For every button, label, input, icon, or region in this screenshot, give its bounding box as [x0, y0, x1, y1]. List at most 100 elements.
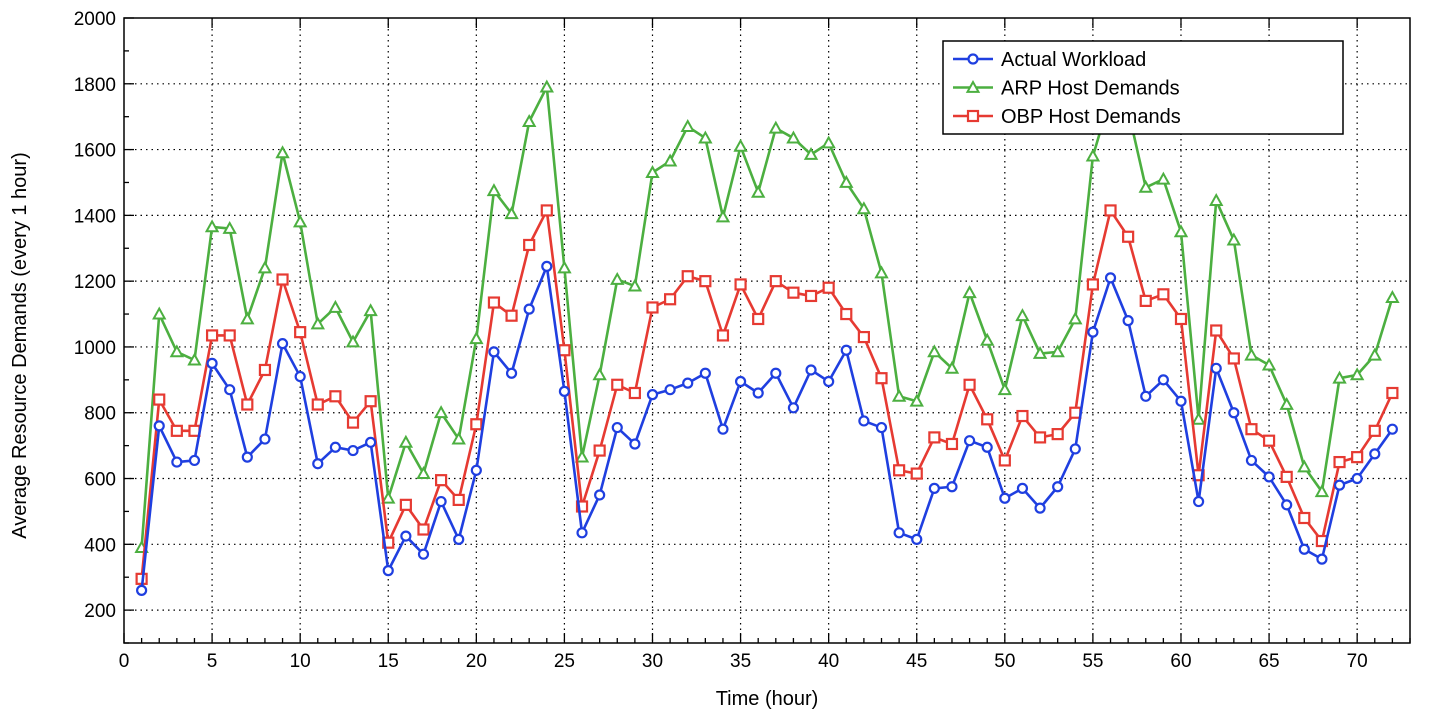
data-point-actual-workload — [259, 433, 271, 445]
data-point-actual-workload — [928, 482, 940, 494]
data-point-obp-host-demands — [346, 416, 360, 429]
data-point-obp-host-demands — [1122, 230, 1135, 243]
data-point-actual-workload — [840, 344, 852, 356]
data-point-arp-host-demands — [891, 388, 907, 402]
data-point-arp-host-demands — [645, 165, 660, 179]
x-tick-label: 0 — [119, 651, 130, 672]
data-point-arp-host-demands — [786, 130, 801, 144]
legend-marker — [965, 79, 981, 93]
legend-entry-actual-workload: Actual Workload — [953, 49, 1146, 71]
data-point-obp-host-demands — [804, 289, 818, 303]
data-point-actual-workload — [435, 495, 447, 508]
legend-symbol-arp-host-demands — [953, 79, 993, 93]
data-point-arp-host-demands — [1068, 311, 1083, 325]
data-point-actual-workload — [365, 436, 377, 448]
data-point-obp-host-demands — [470, 418, 483, 431]
series-line-arp-host-demands — [140, 85, 1394, 548]
data-point-obp-host-demands — [311, 398, 324, 411]
x-tick-label: 5 — [207, 651, 218, 672]
series-arp-host-demands — [134, 79, 1400, 554]
data-point-arp-host-demands — [486, 183, 502, 197]
data-point-actual-workload — [858, 415, 870, 427]
data-point-actual-workload — [1052, 481, 1064, 493]
data-point-arp-host-demands — [803, 146, 819, 160]
data-point-obp-host-demands — [329, 390, 342, 403]
data-point-actual-workload — [1386, 423, 1398, 435]
data-point-obp-host-demands — [1157, 288, 1170, 301]
data-point-obp-host-demands — [170, 424, 183, 437]
series-layer — [134, 79, 1400, 596]
data-point-actual-workload — [417, 548, 430, 560]
x-tick-label: 60 — [1170, 651, 1191, 672]
data-point-actual-workload — [1316, 553, 1328, 565]
data-point-actual-workload — [611, 421, 623, 434]
data-point-obp-host-demands — [241, 398, 254, 411]
data-point-arp-host-demands — [1085, 148, 1101, 162]
data-point-obp-host-demands — [787, 286, 800, 299]
data-point-arp-host-demands — [944, 360, 960, 374]
legend: Actual Workload ARP Host Demands OBP Hos… — [942, 40, 1344, 135]
data-point-obp-host-demands — [752, 312, 765, 326]
x-tick-label: 40 — [818, 651, 839, 672]
data-point-obp-host-demands — [1033, 431, 1047, 444]
data-point-arp-host-demands — [1032, 345, 1048, 359]
data-point-actual-workload — [453, 533, 465, 545]
data-point-obp-host-demands — [822, 281, 835, 294]
data-point-arp-host-demands — [539, 79, 554, 93]
x-axis-title: Time (hour) — [716, 688, 819, 710]
data-point-actual-workload — [646, 389, 659, 401]
x-tick-label: 35 — [730, 651, 751, 672]
data-point-arp-host-demands — [204, 219, 220, 233]
data-point-actual-workload — [136, 584, 148, 596]
data-point-obp-host-demands — [1333, 455, 1346, 469]
y-tick-label: 1600 — [74, 141, 116, 162]
data-point-actual-workload — [699, 367, 711, 379]
data-point-obp-host-demands — [1210, 324, 1223, 337]
data-point-arp-host-demands — [874, 265, 889, 279]
data-point-actual-workload — [946, 481, 958, 493]
data-point-arp-host-demands — [240, 311, 255, 325]
legend-entry-obp-host-demands: OBP Host Demands — [953, 106, 1181, 128]
data-point-obp-host-demands — [1351, 451, 1364, 464]
x-tick-label: 50 — [994, 651, 1015, 672]
data-point-arp-host-demands — [381, 490, 396, 504]
data-point-actual-workload — [1245, 454, 1258, 467]
data-point-actual-workload — [276, 338, 289, 350]
data-point-obp-host-demands — [928, 431, 941, 444]
data-point-arp-host-demands — [856, 201, 872, 215]
data-point-actual-workload — [206, 357, 218, 369]
data-point-obp-host-demands — [205, 329, 219, 342]
data-point-arp-host-demands — [169, 344, 185, 358]
data-point-arp-host-demands — [909, 393, 924, 407]
data-point-arp-host-demands — [1191, 411, 1206, 425]
data-point-obp-host-demands — [276, 273, 289, 286]
data-point-arp-host-demands — [715, 209, 731, 223]
data-point-obp-host-demands — [716, 329, 730, 342]
data-point-actual-workload — [558, 385, 571, 397]
data-point-arp-host-demands — [1173, 224, 1189, 238]
data-point-actual-workload — [153, 420, 165, 432]
data-point-actual-workload — [893, 527, 905, 539]
data-point-obp-host-demands — [910, 467, 923, 480]
data-point-arp-host-demands — [1209, 193, 1224, 206]
data-point-arp-host-demands — [962, 285, 977, 299]
data-point-obp-host-demands — [1280, 470, 1293, 483]
data-point-actual-workload — [488, 346, 500, 358]
data-point-arp-host-demands — [750, 184, 766, 198]
data-point-obp-host-demands — [1051, 428, 1064, 441]
data-point-actual-workload — [682, 377, 694, 389]
data-point-arp-host-demands — [363, 303, 378, 317]
data-point-arp-host-demands — [768, 120, 784, 134]
data-point-actual-workload — [1369, 448, 1381, 460]
legend-entry-arp-host-demands: ARP Host Demands — [953, 78, 1180, 100]
data-point-arp-host-demands — [680, 118, 695, 132]
data-point-obp-host-demands — [857, 330, 870, 344]
data-point-obp-host-demands — [1262, 434, 1276, 447]
data-point-arp-host-demands — [1367, 347, 1382, 361]
data-point-arp-host-demands — [1279, 396, 1294, 410]
plot-frame — [123, 17, 1411, 644]
data-point-obp-host-demands — [434, 474, 448, 487]
data-point-obp-host-demands — [1139, 294, 1152, 307]
data-point-actual-workload — [752, 387, 764, 399]
